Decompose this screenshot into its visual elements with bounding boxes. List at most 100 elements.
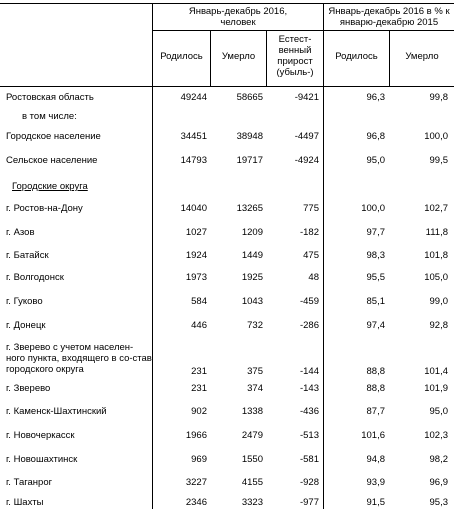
cell-born-pct: 95,5 — [366, 272, 386, 283]
cell-born-pct: 96,8 — [366, 131, 386, 142]
row-label: Городское население — [6, 131, 101, 142]
cell-born-pct: 85,1 — [366, 296, 386, 307]
cell-died: 1449 — [241, 250, 263, 261]
row-label: г. Азов — [6, 227, 35, 238]
top-rule — [0, 3, 454, 4]
cell-died: 1043 — [241, 296, 263, 307]
cell-born-pct: 88,8 — [366, 366, 386, 377]
row-label: в том числе: — [22, 111, 77, 122]
cell-born-pct: 101,6 — [361, 430, 385, 441]
cell-born-pct: 96,3 — [366, 92, 386, 103]
row-label: г. Таганрог — [6, 477, 53, 488]
cell-died: 13265 — [236, 203, 263, 214]
cell-died-pct: 99,8 — [429, 92, 449, 103]
row-label: Ростовская область — [6, 92, 94, 103]
cell-born: 902 — [191, 406, 207, 417]
cell-died: 375 — [247, 366, 263, 377]
cell-natural: 48 — [308, 272, 319, 283]
row-label: г. Гуково — [6, 296, 43, 307]
row-label: г. Новошахтинск — [6, 454, 78, 465]
cell-born: 1966 — [185, 430, 207, 441]
cell-died: 38948 — [236, 131, 263, 142]
header-bottom-rule — [0, 86, 454, 87]
cell-born: 446 — [191, 320, 207, 331]
header-born-pct: Родилось — [335, 51, 378, 62]
column-divider-1 — [152, 3, 153, 509]
row-label: г. Ростов-на-Дону — [6, 203, 83, 214]
cell-natural: -928 — [299, 477, 319, 488]
row-label: г. Шахты — [6, 497, 44, 508]
cell-born: 584 — [191, 296, 207, 307]
cell-born-pct: 88,8 — [366, 383, 386, 394]
section-heading: Городские округа — [12, 181, 88, 192]
cell-died-pct: 102,3 — [424, 430, 448, 441]
cell-born-pct: 95,0 — [366, 155, 386, 166]
cell-born-pct: 91,5 — [366, 497, 386, 508]
cell-natural: -459 — [299, 296, 319, 307]
cell-born: 231 — [191, 366, 207, 377]
row-label: г. Зверево — [6, 383, 51, 394]
cell-born: 1027 — [185, 227, 207, 238]
cell-born: 2346 — [185, 497, 207, 508]
cell-died-pct: 100,0 — [424, 131, 448, 142]
cell-natural: -286 — [299, 320, 319, 331]
cell-died-pct: 95,3 — [429, 497, 449, 508]
cell-died-pct: 101,4 — [424, 366, 448, 377]
cell-died-pct: 102,7 — [424, 203, 448, 214]
row-label: г. Новочеркасск — [6, 430, 75, 441]
cell-born: 969 — [191, 454, 207, 465]
cell-natural: -4497 — [294, 131, 319, 142]
row-label: г. Волгодонск — [6, 272, 64, 283]
column-divider-5 — [389, 30, 390, 87]
group-header-rule — [152, 30, 454, 31]
cell-born-pct: 97,7 — [366, 227, 386, 238]
cell-natural: 475 — [303, 250, 319, 261]
cell-natural: -143 — [299, 383, 319, 394]
cell-died-pct: 98,2 — [429, 454, 449, 465]
cell-born: 1973 — [185, 272, 207, 283]
cell-born: 49244 — [180, 92, 207, 103]
cell-died: 374 — [247, 383, 263, 394]
cell-died-pct: 111,8 — [425, 227, 448, 238]
header-group-percent: Январь-декабрь 2016 в % к январю-декабрю… — [328, 6, 450, 28]
cell-born-pct: 94,8 — [366, 454, 386, 465]
cell-died: 1338 — [241, 406, 263, 417]
header-group-absolute: Январь-декабрь 2016, человек — [188, 6, 288, 28]
cell-died: 3323 — [241, 497, 263, 508]
cell-natural: -436 — [299, 406, 319, 417]
cell-natural: -581 — [299, 454, 319, 465]
cell-born: 1924 — [185, 250, 207, 261]
row-label: г. Батайск — [6, 250, 49, 261]
header-died-pct: Умерло — [405, 51, 439, 62]
cell-died-pct: 99,0 — [429, 296, 449, 307]
cell-died-pct: 101,9 — [424, 383, 448, 394]
header-born: Родилось — [160, 51, 203, 62]
cell-natural: -977 — [299, 497, 319, 508]
cell-born: 3227 — [185, 477, 207, 488]
cell-born-pct: 98,3 — [366, 250, 386, 261]
cell-natural: -4924 — [294, 155, 319, 166]
header-died: Умерло — [221, 51, 256, 62]
row-label: г. Донецк — [6, 320, 46, 331]
column-divider-4 — [323, 3, 324, 509]
cell-died: 2479 — [241, 430, 263, 441]
cell-born: 14040 — [180, 203, 207, 214]
cell-died-pct: 92,8 — [429, 320, 449, 331]
column-divider-2 — [210, 30, 211, 87]
header-natural-growth: Естест-венный прирост (убыль-) — [276, 34, 314, 78]
cell-died-pct: 101,8 — [424, 250, 448, 261]
cell-died-pct: 105,0 — [424, 272, 448, 283]
cell-died: 1209 — [241, 227, 263, 238]
cell-born: 231 — [191, 383, 207, 394]
cell-born: 34451 — [180, 131, 207, 142]
cell-born-pct: 97,4 — [366, 320, 386, 331]
row-label: г. Зверево с учетом населен-ного пункта,… — [6, 342, 152, 375]
cell-died: 58665 — [236, 92, 263, 103]
cell-died: 19717 — [236, 155, 263, 166]
cell-died: 1550 — [241, 454, 263, 465]
column-divider-3 — [266, 30, 267, 87]
cell-died: 4155 — [241, 477, 263, 488]
cell-natural: 775 — [303, 203, 319, 214]
cell-born-pct: 100,0 — [361, 203, 385, 214]
